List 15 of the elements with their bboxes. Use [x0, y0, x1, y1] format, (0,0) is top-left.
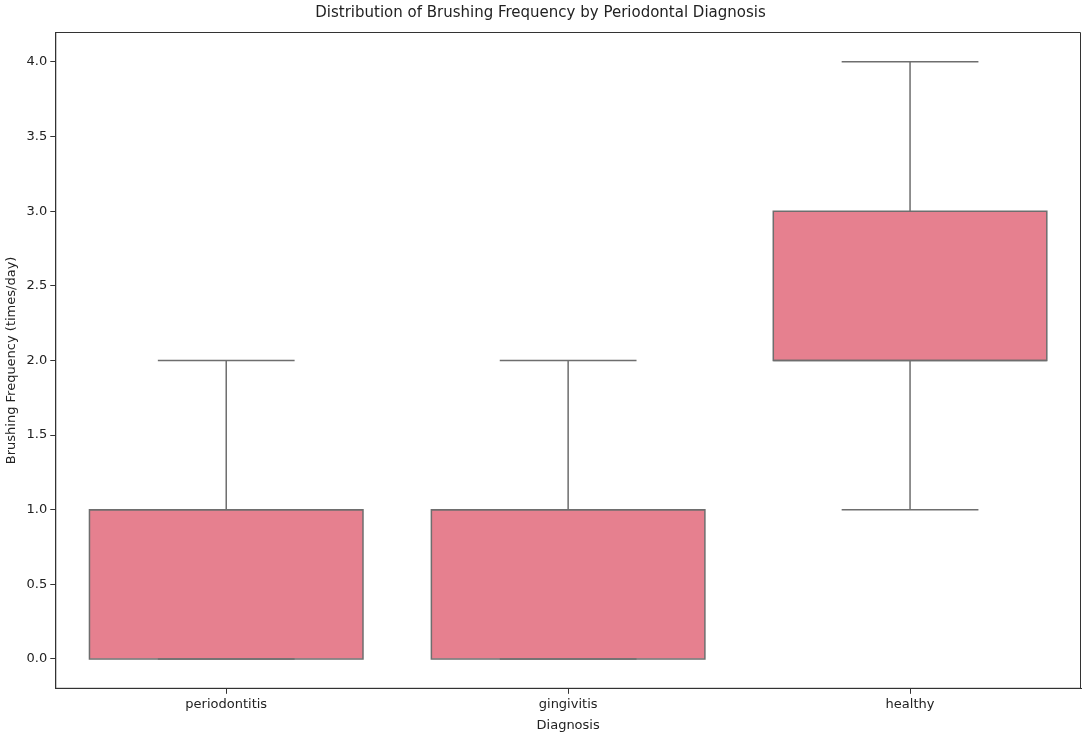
y-tick-label: 4.0 [26, 53, 48, 69]
y-tick-label: 1.5 [26, 426, 48, 442]
x-axis-title: Diagnosis [536, 716, 600, 732]
y-axis-title: Brushing Frequency (times/day) [3, 256, 19, 465]
y-tick-label: 1.0 [26, 501, 48, 517]
y-tick-label: 2.5 [26, 277, 48, 293]
y-tick-label: 2.0 [26, 351, 48, 367]
x-tick-label: healthy [885, 695, 935, 711]
chart-title: Distribution of Brushing Frequency by Periodontal Diagnosis [315, 2, 766, 21]
x-tick-label: periodontitis [185, 695, 268, 711]
y-tick-label: 3.5 [26, 127, 48, 143]
y-tick-label: 0.5 [26, 575, 48, 591]
y-tick-label: 3.0 [26, 202, 48, 218]
x-tick-label: gingivitis [538, 695, 598, 711]
y-tick-label: 0.0 [26, 650, 48, 666]
